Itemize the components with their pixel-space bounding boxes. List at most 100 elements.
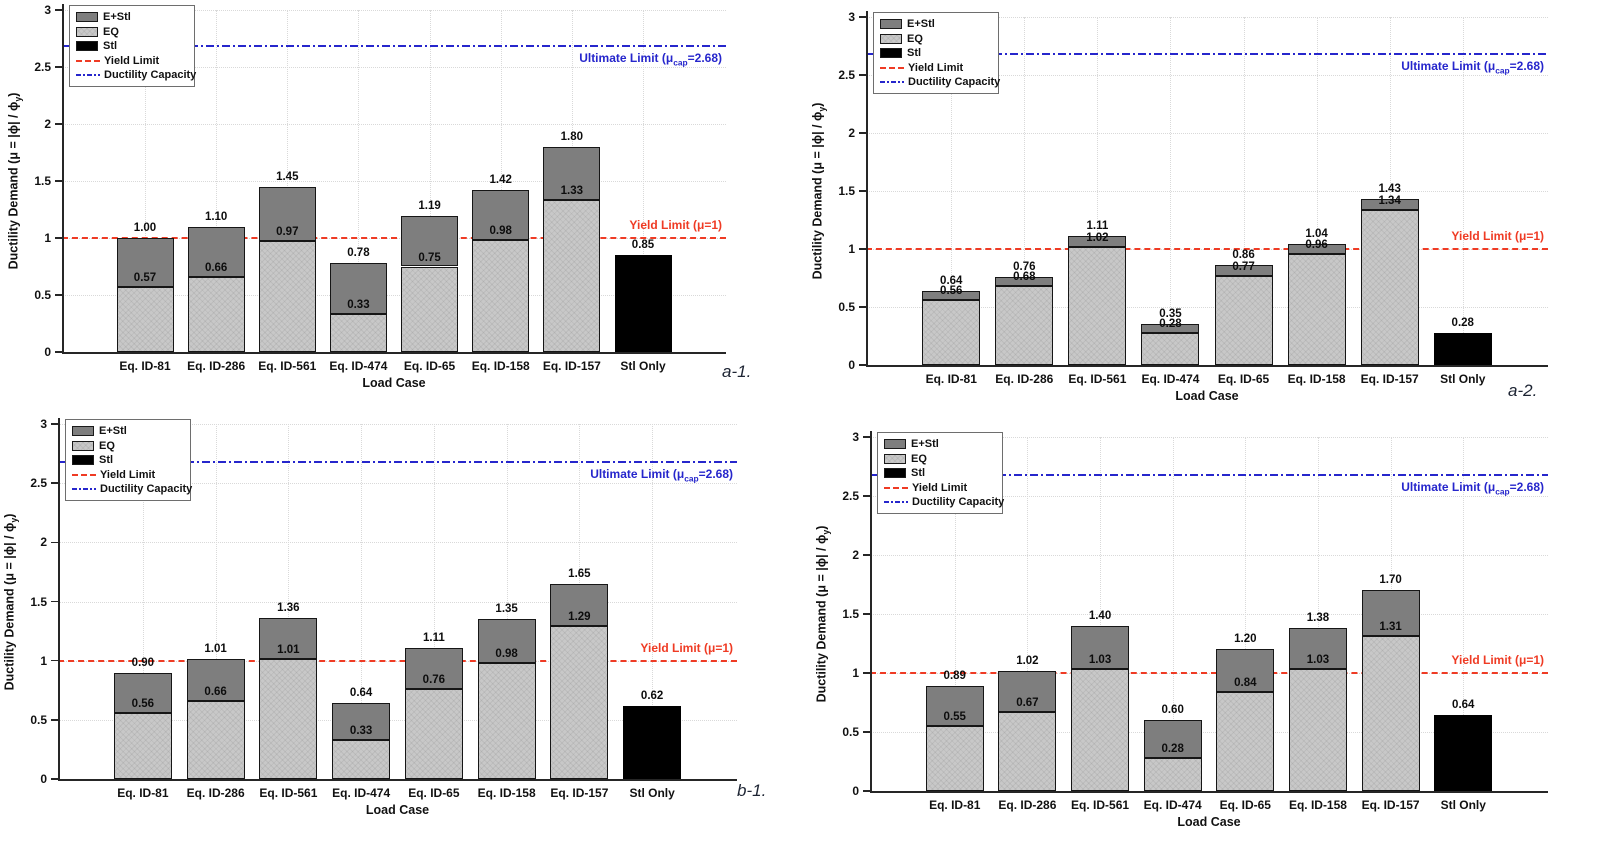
x-tick-label: Eq. ID-157 <box>542 359 601 373</box>
v-gridline <box>142 424 144 779</box>
stl-fill-swatch <box>76 41 98 52</box>
bar-stl <box>614 255 672 352</box>
bar-total-label: 0.64 <box>349 687 373 700</box>
bar-eq-label: 0.33 <box>349 724 373 737</box>
h-gridline <box>866 307 1548 308</box>
x-tick-label: Eq. ID-158 <box>1288 798 1347 812</box>
bar-eq-segment <box>995 286 1054 365</box>
y-tick-label: 3 <box>44 3 51 17</box>
h-gridline <box>866 191 1548 192</box>
v-gridline <box>216 10 218 352</box>
legend-item: EQ <box>76 25 188 40</box>
bar-estl-segment <box>1214 265 1273 276</box>
bar-estl-segment <box>258 186 316 242</box>
y-tick-mark <box>863 672 870 674</box>
h-gridline <box>870 732 1548 733</box>
legend-item: Stl <box>72 453 184 468</box>
legend-label: E+Stl <box>911 438 939 451</box>
y-tick-mark <box>55 9 62 11</box>
y-tick-label: 1 <box>848 242 855 256</box>
x-axis-title: Load Case <box>1177 815 1241 829</box>
bar-eq-segment <box>1141 332 1200 365</box>
bar-total-label: 1.19 <box>418 200 441 213</box>
y-tick-label: 2 <box>848 126 855 140</box>
y-tick-label: 1 <box>852 666 859 680</box>
legend-item: EQ <box>880 32 992 47</box>
bar-total-label: 0.60 <box>1161 704 1184 717</box>
x-tick-label: Stl Only <box>629 786 675 800</box>
v-gridline <box>1027 437 1029 791</box>
y-axis-title: Ductility Demand (μ = |ϕ| / ϕy) <box>6 92 23 270</box>
bar-eq-segment <box>258 241 316 352</box>
bar-eq-label: 1.03 <box>1306 654 1330 667</box>
bar-eq-segment <box>186 700 245 779</box>
bar-total-label: 0.28 <box>1451 316 1474 329</box>
legend-item: E+Stl <box>884 437 996 452</box>
bar-estl-segment <box>1216 649 1275 692</box>
bar-total-label: 1.11 <box>1086 220 1109 233</box>
legend-label: Ductility Capacity <box>912 496 1005 509</box>
legend: E+Stl EQ Stl Yield Limit Ductility Capacity <box>65 419 192 501</box>
bar-eq-label: 1.03 <box>1088 654 1112 667</box>
y-tick-mark <box>55 123 62 125</box>
h-gridline <box>58 424 737 425</box>
legend-label: Ductility Capacity <box>908 76 1001 89</box>
bar-eq-label: 0.28 <box>1159 317 1182 330</box>
y-tick-mark <box>51 719 58 721</box>
bar-estl-segment <box>116 238 174 288</box>
legend-item: Yield Limit <box>72 468 184 483</box>
x-tick-label: Eq. ID-157 <box>1361 798 1420 812</box>
v-gridline <box>506 424 508 779</box>
bar-eq-segment <box>477 663 536 779</box>
legend: E+Stl EQ Stl Yield Limit Ductility Capacity <box>873 12 1001 94</box>
bar-eq-segment <box>998 711 1057 791</box>
h-gridline <box>866 75 1548 76</box>
legend-label: EQ <box>103 25 119 38</box>
bar-estl-segment <box>550 583 609 627</box>
bar-total-label: 1.36 <box>277 602 300 615</box>
eq-fill-swatch <box>76 26 98 37</box>
x-tick-label: Stl Only <box>1440 798 1486 812</box>
yield-limit-label: Yield Limit (μ=1) <box>640 640 733 655</box>
h-gridline <box>62 10 726 11</box>
ultimate-limit-label: Ultimate Limit (μcap=2.68) <box>1401 479 1544 497</box>
bar-eq-segment <box>401 266 459 352</box>
bar-total-label: 1.70 <box>1379 574 1402 587</box>
yield-limit-label: Yield Limit (μ=1) <box>1451 653 1544 667</box>
bar-eq-segment <box>1071 669 1130 791</box>
yield-limit-line <box>866 248 1548 250</box>
bar-eq-label: 0.98 <box>489 225 512 238</box>
h-gridline <box>62 295 726 296</box>
legend-label: Yield Limit <box>100 468 156 481</box>
legend: E+Stl EQ Stl Yield Limit Ductility Capacity <box>69 5 196 87</box>
bar-estl-segment <box>1361 590 1420 637</box>
v-gridline <box>1317 437 1319 791</box>
bar-estl-segment <box>187 226 245 277</box>
y-tick-mark <box>55 294 62 296</box>
h-gridline <box>870 437 1548 438</box>
y-tick-label: 2 <box>44 117 51 131</box>
legend-label: Yield Limit <box>908 61 964 74</box>
y-axis-line <box>870 431 872 791</box>
x-tick-label: Eq. ID-561 <box>1068 372 1127 386</box>
v-gridline <box>643 10 644 352</box>
legend-item: Yield Limit <box>76 54 188 69</box>
bar-estl-segment <box>1360 199 1419 210</box>
legend-label: E+Stl <box>99 425 127 438</box>
bar-estl-segment <box>332 703 391 740</box>
legend-item: E+Stl <box>72 424 184 439</box>
eq-fill-swatch <box>880 33 902 44</box>
y-tick-label: 1.5 <box>842 607 859 621</box>
bar-eq-segment <box>1214 275 1273 365</box>
bar-estl-segment <box>113 672 172 713</box>
bar-total-label: 0.76 <box>1013 260 1036 273</box>
yield-limit-line <box>62 237 726 239</box>
bar-estl-segment <box>401 216 459 267</box>
chart-caption: a-2. <box>1508 381 1538 400</box>
ultimate-limit-line <box>58 460 737 463</box>
bar-eq-segment <box>1216 691 1275 791</box>
y-tick-mark <box>55 237 62 239</box>
v-gridline <box>1097 17 1099 365</box>
ultimate-limit-line <box>870 473 1548 476</box>
